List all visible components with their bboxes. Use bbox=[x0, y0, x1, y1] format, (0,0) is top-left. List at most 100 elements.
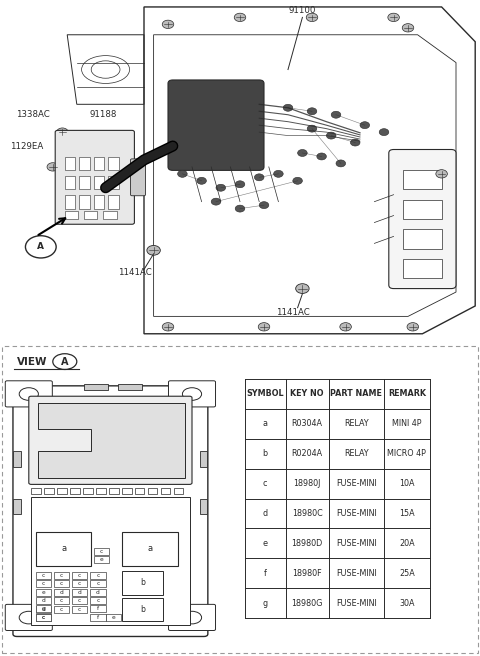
Bar bbox=[103, 211, 117, 219]
Bar bbox=[90, 598, 106, 604]
Bar bbox=[109, 487, 119, 494]
Text: b: b bbox=[263, 449, 268, 458]
Text: 1338AC: 1338AC bbox=[16, 110, 49, 119]
Text: b: b bbox=[140, 579, 145, 587]
Text: c: c bbox=[78, 598, 81, 604]
Bar bbox=[65, 195, 75, 209]
Bar bbox=[72, 589, 87, 596]
Circle shape bbox=[283, 104, 293, 112]
Text: 91100: 91100 bbox=[288, 6, 316, 15]
Circle shape bbox=[274, 171, 283, 177]
Circle shape bbox=[336, 160, 346, 167]
Circle shape bbox=[317, 153, 326, 160]
Bar bbox=[57, 487, 67, 494]
Text: c: c bbox=[42, 615, 45, 621]
Bar bbox=[90, 605, 106, 612]
Bar bbox=[72, 581, 87, 587]
Bar bbox=[122, 598, 163, 621]
Circle shape bbox=[47, 163, 59, 171]
Bar bbox=[90, 572, 106, 579]
Text: c: c bbox=[78, 607, 81, 612]
Text: c: c bbox=[96, 573, 99, 578]
Text: g: g bbox=[263, 599, 268, 607]
Text: 18980G: 18980G bbox=[291, 599, 323, 607]
Bar bbox=[65, 157, 75, 171]
Bar bbox=[403, 200, 442, 219]
Bar bbox=[36, 606, 51, 613]
Text: REMARK: REMARK bbox=[388, 390, 426, 398]
Circle shape bbox=[296, 283, 309, 293]
Text: A: A bbox=[37, 242, 44, 251]
Text: b: b bbox=[140, 605, 145, 614]
Bar bbox=[83, 487, 93, 494]
Bar bbox=[122, 571, 163, 594]
Circle shape bbox=[307, 125, 317, 132]
Text: VIEW: VIEW bbox=[17, 357, 48, 367]
Bar bbox=[106, 615, 121, 621]
Bar bbox=[79, 195, 90, 209]
Bar bbox=[79, 176, 90, 190]
Text: 1141AC: 1141AC bbox=[118, 268, 151, 277]
Text: 18980C: 18980C bbox=[292, 509, 323, 518]
Circle shape bbox=[254, 174, 264, 181]
Bar bbox=[36, 531, 91, 566]
Text: c: c bbox=[60, 581, 63, 586]
Text: c: c bbox=[263, 479, 267, 488]
Text: FUSE-MINI: FUSE-MINI bbox=[336, 599, 377, 607]
Text: 30A: 30A bbox=[399, 599, 415, 607]
Text: c: c bbox=[42, 615, 45, 621]
Text: c: c bbox=[96, 598, 99, 604]
Text: c: c bbox=[96, 581, 99, 586]
Circle shape bbox=[379, 129, 389, 136]
Bar bbox=[31, 487, 41, 494]
Bar bbox=[36, 572, 51, 579]
FancyBboxPatch shape bbox=[131, 159, 145, 195]
Bar bbox=[36, 615, 51, 621]
Bar bbox=[72, 598, 87, 604]
Text: 18980F: 18980F bbox=[292, 569, 322, 578]
Bar bbox=[96, 487, 106, 494]
Bar bbox=[36, 598, 51, 604]
Text: f: f bbox=[264, 569, 266, 578]
Bar bbox=[403, 171, 442, 190]
Text: d: d bbox=[42, 598, 46, 604]
Bar bbox=[94, 556, 109, 563]
Circle shape bbox=[436, 170, 447, 178]
Circle shape bbox=[326, 132, 336, 139]
Circle shape bbox=[235, 205, 245, 212]
Text: 25A: 25A bbox=[399, 569, 415, 578]
FancyBboxPatch shape bbox=[5, 604, 52, 630]
Text: 1129EA: 1129EA bbox=[10, 142, 43, 150]
Bar bbox=[94, 195, 104, 209]
Bar bbox=[54, 581, 69, 587]
Bar bbox=[36, 581, 51, 587]
Text: R0204A: R0204A bbox=[292, 449, 323, 458]
FancyBboxPatch shape bbox=[13, 386, 208, 636]
Circle shape bbox=[350, 139, 360, 146]
Text: e: e bbox=[263, 539, 268, 548]
Bar bbox=[118, 384, 142, 390]
Text: c: c bbox=[100, 549, 103, 554]
Text: c: c bbox=[60, 598, 63, 604]
Bar bbox=[200, 499, 207, 514]
Text: RELAY: RELAY bbox=[344, 419, 369, 428]
Bar bbox=[122, 531, 178, 566]
Polygon shape bbox=[38, 403, 185, 478]
Bar bbox=[94, 176, 104, 190]
Circle shape bbox=[162, 20, 174, 28]
Bar bbox=[13, 451, 21, 467]
Text: RELAY: RELAY bbox=[344, 449, 369, 458]
Text: 20A: 20A bbox=[399, 539, 415, 548]
Bar bbox=[403, 259, 442, 278]
Text: g: g bbox=[42, 606, 46, 611]
Text: A: A bbox=[61, 357, 69, 367]
Circle shape bbox=[340, 323, 351, 331]
FancyBboxPatch shape bbox=[389, 150, 456, 289]
Circle shape bbox=[402, 24, 414, 32]
Text: c: c bbox=[60, 573, 63, 578]
Text: c: c bbox=[42, 573, 45, 578]
Text: c: c bbox=[42, 581, 45, 586]
Circle shape bbox=[388, 13, 399, 22]
Text: 18980D: 18980D bbox=[291, 539, 323, 548]
Text: FUSE-MINI: FUSE-MINI bbox=[336, 569, 377, 578]
